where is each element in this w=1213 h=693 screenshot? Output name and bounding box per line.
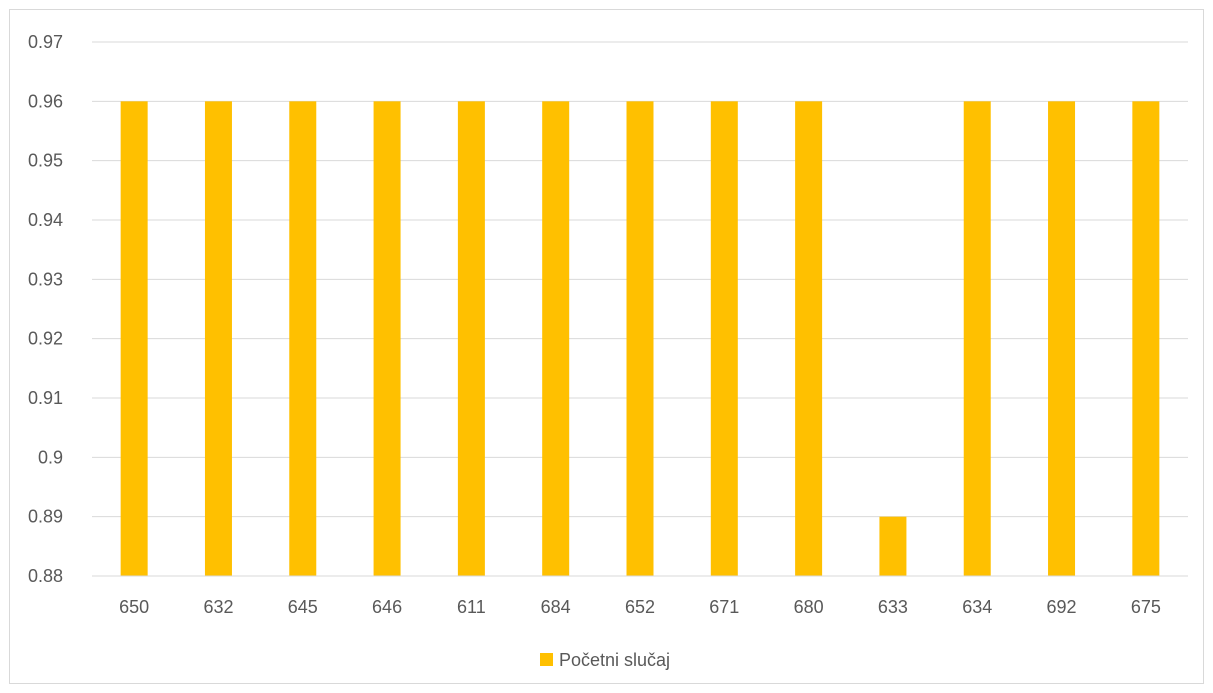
x-tick-label: 650 xyxy=(119,597,149,617)
bar xyxy=(879,516,907,576)
x-tick-label: 684 xyxy=(541,597,571,617)
x-tick-label: 652 xyxy=(625,597,655,617)
y-tick-label: 0.91 xyxy=(28,388,63,408)
y-tick-label: 0.96 xyxy=(28,91,63,111)
legend-label: Početni slučaj xyxy=(559,650,670,670)
bar xyxy=(542,101,570,576)
x-tick-label: 632 xyxy=(203,597,233,617)
x-tick-label: 671 xyxy=(709,597,739,617)
bar xyxy=(373,101,401,576)
x-axis-ticks: 650 632 645 646 611 684 652 671 680 633 634 692 675 xyxy=(119,597,1161,617)
bar xyxy=(204,101,232,576)
bar xyxy=(963,101,991,576)
bar xyxy=(289,101,317,576)
bar xyxy=(710,101,738,576)
bars xyxy=(120,101,1160,576)
legend: Početni slučaj xyxy=(540,650,670,670)
bar xyxy=(120,101,148,576)
x-tick-label: 675 xyxy=(1131,597,1161,617)
x-tick-label: 646 xyxy=(372,597,402,617)
y-tick-label: 0.88 xyxy=(28,566,63,586)
x-tick-label: 611 xyxy=(457,597,486,617)
y-tick-label: 0.97 xyxy=(28,32,63,52)
y-tick-label: 0.94 xyxy=(28,210,63,230)
y-tick-label: 0.95 xyxy=(28,151,63,171)
bar xyxy=(1132,101,1160,576)
bar xyxy=(457,101,485,576)
y-tick-label: 0.93 xyxy=(28,269,63,289)
bar xyxy=(795,101,823,576)
x-tick-label: 634 xyxy=(962,597,992,617)
x-tick-label: 680 xyxy=(794,597,824,617)
legend-swatch xyxy=(540,653,553,666)
y-axis-ticks: 0.88 0.89 0.9 0.91 0.92 0.93 0.94 0.95 0.96 0.97 xyxy=(28,32,63,586)
bar xyxy=(1048,101,1076,576)
x-tick-label: 633 xyxy=(878,597,908,617)
y-tick-label: 0.9 xyxy=(38,447,63,467)
x-tick-label: 692 xyxy=(1047,597,1077,617)
x-tick-label: 645 xyxy=(288,597,318,617)
y-tick-label: 0.92 xyxy=(28,329,63,349)
bar xyxy=(626,101,654,576)
y-tick-label: 0.89 xyxy=(28,507,63,527)
